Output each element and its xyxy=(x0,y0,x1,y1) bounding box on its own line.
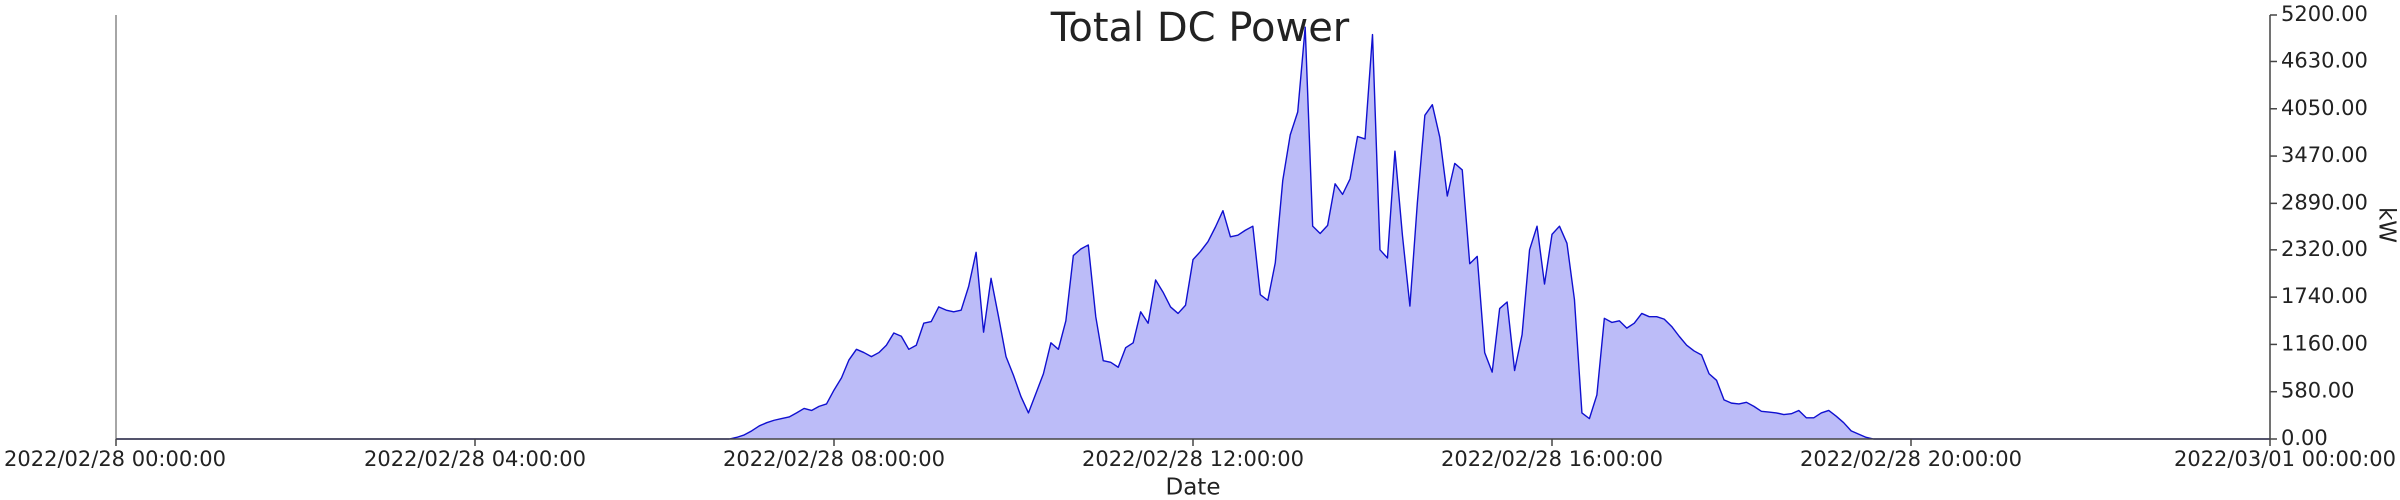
y-tick-label: 2320.00 xyxy=(2281,237,2368,261)
y-tick-label: 1160.00 xyxy=(2281,331,2368,355)
chart-title: Total DC Power xyxy=(1050,5,1350,51)
y-tick-label: 1740.00 xyxy=(2281,284,2368,308)
y-tick-label: 2890.00 xyxy=(2281,190,2368,214)
x-tick-label: 2022/02/28 08:00:00 xyxy=(723,447,945,471)
x-tick-label: 2022/02/28 00:00:00 xyxy=(4,447,226,471)
x-axis-title: Date xyxy=(1166,475,1221,500)
y-tick-label: 4050.00 xyxy=(2281,96,2368,120)
x-tick-label: 2022/02/28 20:00:00 xyxy=(1800,447,2022,471)
y-tick-label: 580.00 xyxy=(2281,379,2354,403)
area-fill xyxy=(116,27,2270,439)
x-tick-label: 2022/02/28 12:00:00 xyxy=(1082,447,1304,471)
area-line xyxy=(116,26,2270,440)
y-tick-label: 0.00 xyxy=(2281,426,2328,450)
y-axis-title: kW xyxy=(2374,207,2400,243)
y-tick-label: 4630.00 xyxy=(2281,48,2368,72)
y-tick-label: 5200.00 xyxy=(2281,2,2368,26)
x-tick-label: 2022/02/28 16:00:00 xyxy=(1441,447,1663,471)
x-tick-label: 2022/03/01 00:00:00 xyxy=(2174,447,2396,471)
x-tick-label: 2022/02/28 04:00:00 xyxy=(364,447,586,471)
y-tick-label: 3470.00 xyxy=(2281,143,2368,167)
